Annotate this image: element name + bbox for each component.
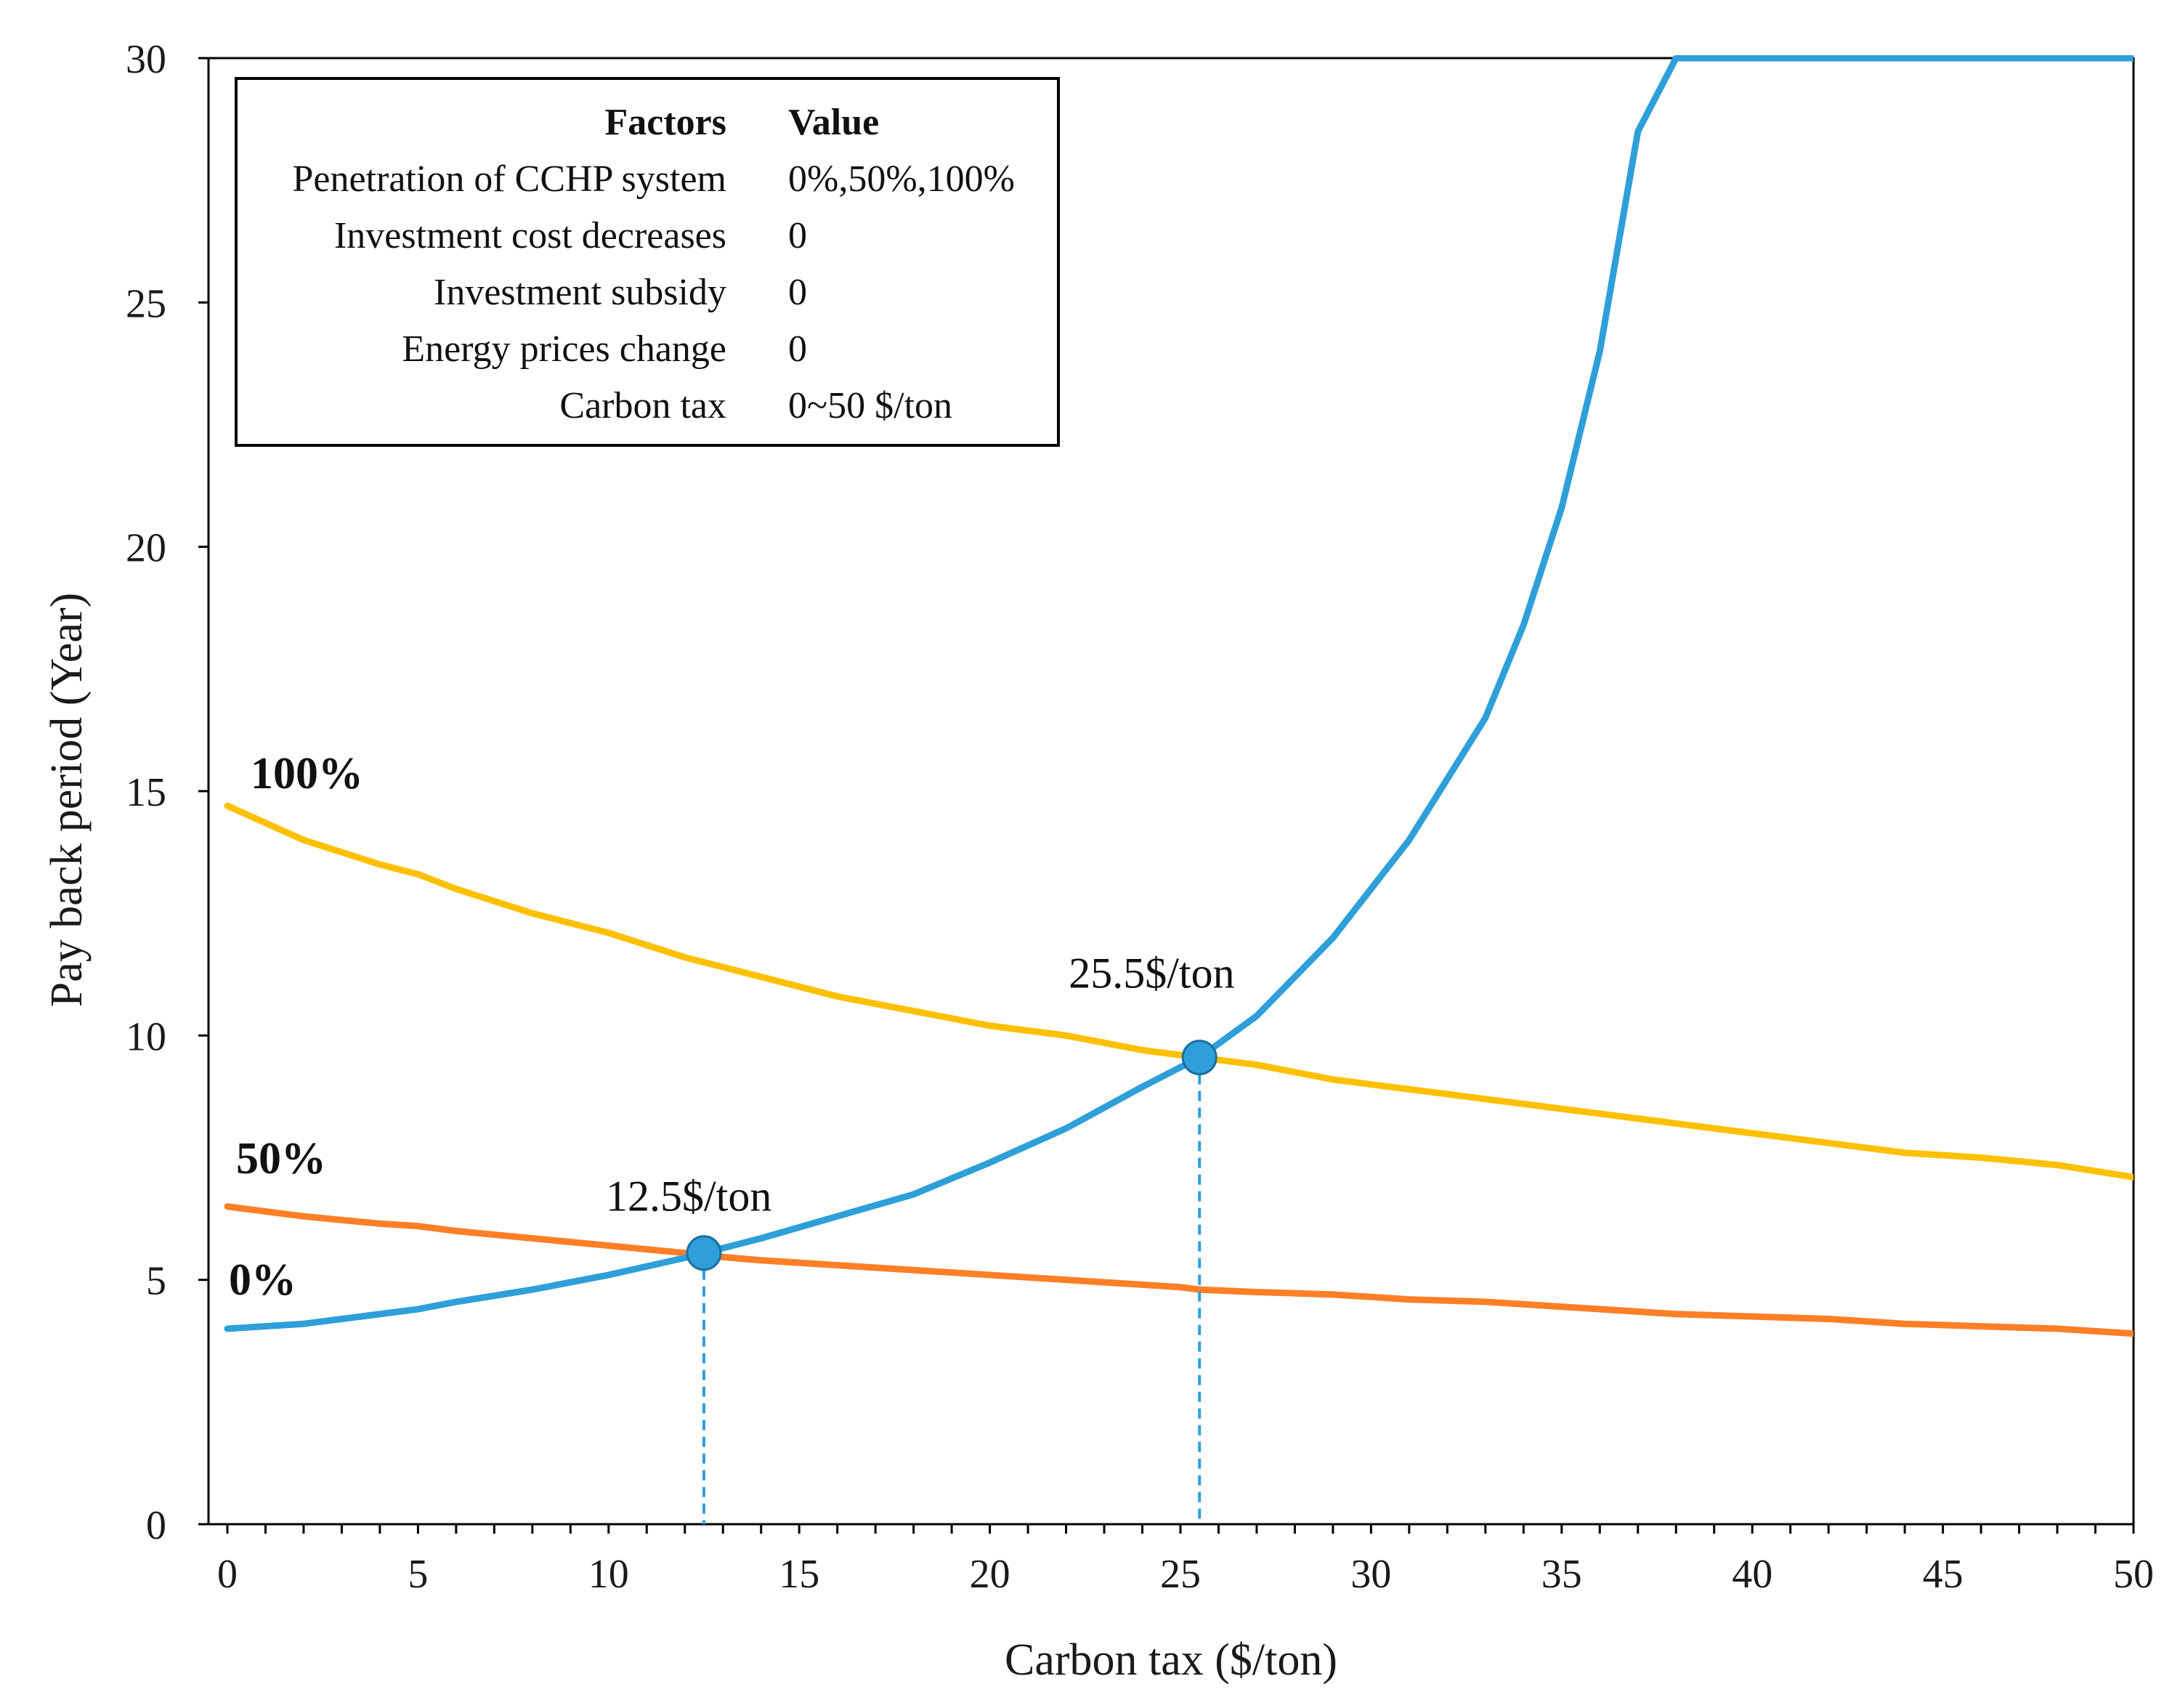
legend-factor-cell: Investment subsidy — [434, 272, 726, 313]
y-tick-label: 25 — [126, 281, 166, 326]
x-axis-title: Carbon tax ($/ton) — [1005, 1635, 1337, 1685]
legend-factor-cell: Carbon tax — [559, 385, 726, 426]
series-label-0pct: 0% — [229, 1255, 296, 1305]
axes-group: 0 5 10 15 20 25 30 0 5 10 15 20 25 30 35 40 45 50 Carbon t… — [42, 37, 2154, 1685]
y-tick-label: 0 — [146, 1503, 166, 1548]
legend-header-factor: Factors — [605, 102, 726, 143]
legend-value-cell: 0%,50%,100% — [788, 158, 1015, 200]
y-tick-label: 15 — [126, 770, 166, 815]
legend-factor-cell: Investment cost decreases — [334, 215, 726, 256]
legend-value-cell: 0 — [788, 328, 807, 370]
x-tick-label: 50 — [2113, 1552, 2154, 1597]
legend-table-frame — [235, 77, 1060, 447]
y-axis-title: Pay back period (Year) — [42, 593, 92, 1007]
x-tick-label: 45 — [1923, 1552, 1964, 1597]
legend-factor-cell: Energy prices change — [402, 328, 726, 370]
x-tick-label: 40 — [1732, 1552, 1772, 1597]
x-tick-label: 10 — [588, 1552, 629, 1597]
x-tick-label: 15 — [779, 1552, 819, 1597]
x-tick-label: 20 — [970, 1552, 1010, 1597]
legend-value-cell: 0 — [788, 215, 807, 256]
annotations-group: 100% 50% 0% 12.5$/ton 25.5$/ton — [229, 749, 1235, 1524]
intersection-label: 12.5$/ton — [606, 1173, 771, 1221]
legend-value-cell: 0~50 $/ton — [788, 385, 952, 426]
y-tick-label: 30 — [126, 37, 166, 82]
x-tick-label: 25 — [1160, 1552, 1201, 1597]
legend-factor-cell: Penetration of CCHP system — [293, 158, 727, 200]
y-tick-label: 5 — [146, 1259, 166, 1304]
x-tick-label: 5 — [408, 1552, 428, 1597]
legend-table-group: Factors Value Penetration of CCHP system 0%… — [235, 77, 1060, 447]
x-tick-label: 0 — [217, 1552, 238, 1597]
legend-value-cell: 0 — [788, 272, 807, 313]
y-tick-label: 20 — [126, 526, 166, 571]
series-line-50pct — [224, 1203, 2134, 1337]
series-label-50pct: 50% — [236, 1134, 326, 1183]
legend-header-value: Value — [788, 102, 879, 143]
intersection-label: 25.5$/ton — [1069, 950, 1234, 997]
x-tick-label: 30 — [1350, 1552, 1391, 1597]
intersection-marker — [686, 1235, 722, 1271]
intersection-marker — [1181, 1040, 1217, 1076]
series-label-100pct: 100% — [251, 749, 363, 798]
x-tick-label: 35 — [1541, 1552, 1582, 1597]
y-tick-label: 10 — [126, 1014, 166, 1059]
